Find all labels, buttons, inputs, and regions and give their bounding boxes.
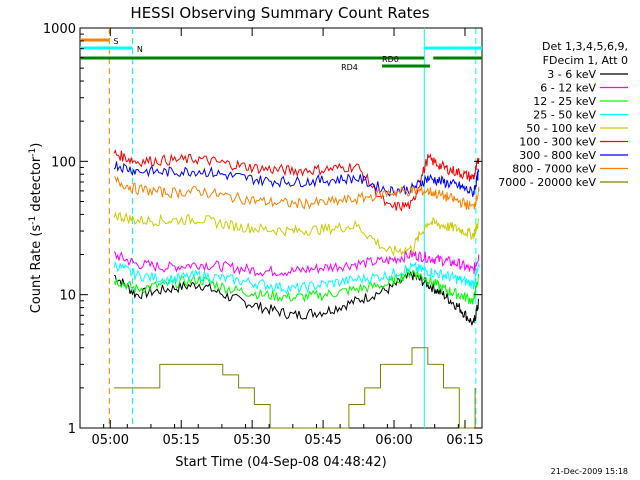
x-tick-label-2: 05:30	[233, 433, 270, 448]
x-axis-label: Start Time (04-Sep-08 04:48:42)	[175, 455, 386, 470]
y-axis-ticks: 1 10 100 1000	[43, 22, 482, 437]
state-label-rd4: RD4	[341, 63, 358, 72]
y-tick-label-3: 1000	[43, 22, 76, 37]
y-axis-label: Count Rate (s-1 detector-1)	[28, 143, 44, 314]
chart-title: HESSI Observing Summary Count Rates	[130, 4, 429, 22]
series-line-1	[113, 250, 480, 277]
x-tick-label-5: 06:15	[446, 433, 483, 448]
legend-label-8: 7000 - 20000 keV	[498, 176, 596, 189]
series-line-0	[113, 270, 480, 326]
series-lines	[113, 148, 480, 429]
legend-label-7: 800 - 7000 keV	[512, 163, 596, 176]
series-line-6	[113, 161, 480, 197]
footer-timestamp: 21-Dec-2009 15:18	[551, 467, 628, 476]
x-tick-label-4: 06:00	[375, 433, 412, 448]
x-tick-label-3: 05:45	[304, 433, 341, 448]
vertical-markers	[108, 28, 477, 428]
x-tick-label-0: 05:00	[92, 433, 129, 448]
y-tick-label-0: 1	[68, 422, 76, 437]
state-label-s: S	[113, 37, 118, 46]
legend-label-4: 50 - 100 keV	[526, 122, 596, 135]
series-line-4	[113, 211, 480, 257]
legend-header-fdecim: FDecim 1, Att 0	[543, 54, 628, 67]
series-line-7	[113, 176, 480, 210]
state-bars: S N RD0 RD4	[80, 37, 482, 72]
legend-label-5: 100 - 300 keV	[519, 136, 596, 149]
legend-label-0: 3 - 6 keV	[547, 68, 596, 81]
legend-label-3: 25 - 50 keV	[533, 109, 596, 122]
legend-label-1: 6 - 12 keV	[540, 82, 596, 95]
series-line-8	[114, 347, 476, 429]
state-label-n: N	[137, 45, 143, 54]
x-tick-label-1: 05:15	[162, 433, 199, 448]
series-line-2	[113, 268, 480, 305]
legend-header-detectors: Det 1,3,4,5,6,9,	[542, 40, 628, 53]
y-tick-label-2: 100	[51, 155, 76, 170]
legend-label-6: 300 - 800 keV	[519, 149, 596, 162]
x-axis-ticks: 05:00 05:15 05:30 05:45 06:00 06:15	[79, 28, 484, 448]
state-label-rd0: RD0	[382, 55, 399, 64]
legend-label-2: 12 - 25 keV	[533, 95, 596, 108]
series-line-3	[113, 261, 480, 295]
y-tick-label-1: 10	[59, 289, 76, 304]
plot-frame	[79, 27, 483, 429]
series-line-5	[113, 148, 480, 212]
